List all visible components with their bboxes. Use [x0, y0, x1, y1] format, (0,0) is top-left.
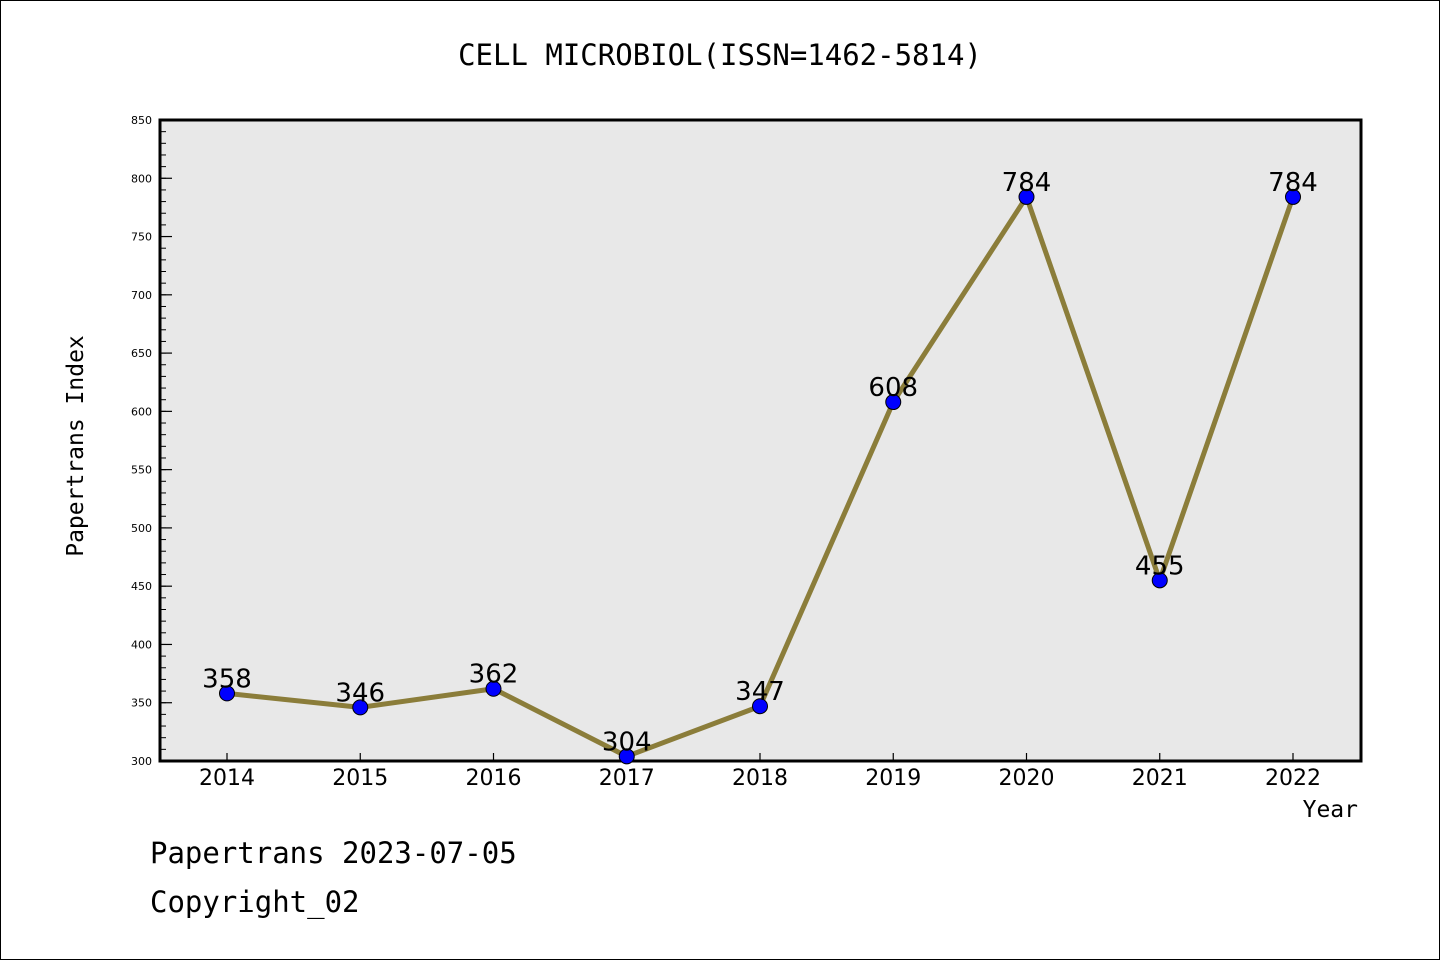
- data-point: [1285, 188, 1301, 205]
- y-tick-label: 650: [131, 347, 152, 360]
- data-label: 304: [602, 727, 652, 757]
- y-tick-label: 550: [131, 464, 152, 477]
- x-tick-label: 2014: [199, 766, 255, 791]
- footer-date: Papertrans 2023-07-05: [150, 836, 517, 870]
- data-point: [485, 680, 502, 697]
- x-tick-label: 2019: [865, 766, 921, 791]
- x-tick-label: 2017: [599, 766, 655, 791]
- data-point: [352, 699, 369, 716]
- data-label: 362: [469, 660, 519, 690]
- data-label: 784: [1268, 168, 1318, 198]
- data-point: [219, 685, 235, 702]
- x-axis: 2014 2015 2016 2017 2018 2019 2020 2021 2022: [199, 753, 1321, 791]
- plot-area: [158, 118, 1363, 763]
- y-tick-label: 850: [131, 114, 152, 127]
- data-label: 455: [1135, 551, 1185, 581]
- data-point: [885, 394, 902, 411]
- chart-title: CELL MICROBIOL(ISSN=1462-5814): [458, 38, 982, 72]
- y-tick-label: 350: [131, 697, 152, 710]
- y-tick-label: 600: [131, 405, 152, 418]
- y-tick-label: 450: [131, 580, 152, 593]
- data-point: [752, 698, 768, 715]
- y-tick-label: 700: [131, 289, 152, 302]
- y-tick-label: 750: [131, 231, 152, 244]
- data-label: 608: [868, 373, 918, 403]
- y-tick-label: 400: [131, 638, 152, 651]
- y-tick-label: 800: [131, 172, 152, 185]
- y-tick-label: 500: [131, 522, 152, 535]
- x-tick-label: 2020: [999, 766, 1055, 791]
- x-tick-label: 2016: [466, 766, 522, 791]
- series-layer: 358 346 362 304 347 608 784 455 784: [202, 168, 1318, 765]
- data-label: 358: [202, 664, 252, 694]
- data-point: [618, 748, 635, 765]
- x-axis-title: Year: [1302, 797, 1358, 823]
- y-tick-label: 300: [131, 755, 152, 768]
- footer-copyright: Copyright_02: [150, 885, 360, 919]
- x-tick-label: 2015: [332, 766, 388, 791]
- data-label: 347: [735, 677, 785, 707]
- data-point: [1018, 188, 1035, 205]
- x-tick-label: 2022: [1265, 766, 1321, 791]
- data-label: 784: [1002, 168, 1052, 198]
- data-point: [1151, 572, 1168, 589]
- y-axis: 300 350 400 450 500 550 600 650 700 750 800 850: [131, 114, 172, 768]
- x-tick-label: 2021: [1132, 766, 1188, 791]
- x-tick-label: 2018: [732, 766, 788, 791]
- data-label: 346: [335, 678, 385, 708]
